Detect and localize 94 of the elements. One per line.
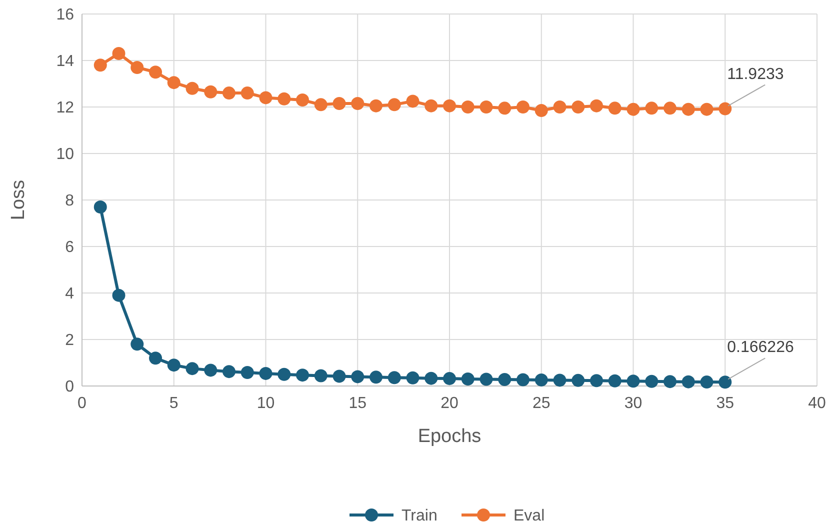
point — [186, 362, 199, 376]
point — [461, 100, 474, 114]
point — [259, 91, 272, 104]
point — [240, 86, 254, 100]
point — [149, 66, 162, 79]
point — [149, 352, 162, 365]
x-tick-label: 30 — [624, 395, 642, 412]
point — [278, 92, 291, 106]
y-tick-label: 10 — [56, 146, 74, 164]
point — [112, 288, 126, 302]
x-tick-label: 0 — [78, 395, 87, 412]
x-tick-label: 5 — [169, 395, 178, 412]
point — [167, 358, 180, 372]
point — [534, 104, 548, 117]
point — [424, 372, 438, 385]
point — [516, 100, 530, 114]
point — [443, 99, 456, 112]
point — [626, 374, 640, 388]
legend-label: Eval — [514, 508, 545, 525]
point — [700, 376, 714, 389]
x-tick-label: 10 — [256, 395, 275, 412]
point — [370, 99, 382, 112]
point — [553, 374, 566, 387]
point — [204, 85, 218, 98]
point — [222, 86, 236, 100]
point — [314, 369, 328, 382]
point — [645, 374, 658, 388]
point — [682, 375, 695, 388]
point — [516, 373, 530, 386]
point — [572, 374, 585, 387]
point — [700, 102, 714, 116]
point — [259, 366, 272, 380]
point — [498, 102, 512, 115]
point — [572, 100, 585, 114]
point — [94, 58, 107, 72]
y-tick-label: 4 — [65, 286, 74, 303]
point — [498, 372, 512, 386]
data-label: 0.166226 — [727, 339, 794, 356]
point — [332, 97, 346, 110]
x-tick-label: 35 — [716, 395, 734, 412]
point — [480, 372, 493, 386]
point — [461, 372, 474, 386]
point — [167, 76, 180, 90]
point — [388, 371, 401, 384]
point — [351, 370, 364, 384]
y-tick-label: 12 — [56, 100, 74, 117]
point — [94, 200, 107, 214]
y-tick-label: 16 — [56, 6, 74, 24]
point — [370, 370, 382, 384]
point — [608, 102, 622, 115]
point — [645, 102, 658, 115]
y-tick-label: 6 — [65, 239, 74, 256]
point — [424, 99, 438, 112]
point — [130, 338, 144, 351]
y-tick-label: 0 — [65, 378, 74, 396]
point — [590, 374, 603, 388]
point — [240, 366, 254, 380]
x-tick-label: 15 — [348, 395, 367, 412]
point — [388, 98, 401, 112]
y-tick-label: 14 — [56, 53, 74, 70]
point — [553, 100, 566, 114]
point — [534, 373, 548, 386]
point — [718, 376, 732, 389]
point — [278, 368, 291, 381]
point — [112, 47, 126, 60]
point — [664, 102, 676, 115]
point — [406, 94, 420, 108]
x-tick-label: 25 — [532, 395, 550, 412]
y-axis-title: Loss — [8, 180, 29, 220]
point — [664, 375, 676, 388]
point — [186, 82, 199, 95]
point — [718, 102, 732, 116]
y-tick-label: 2 — [65, 332, 74, 350]
point — [443, 372, 456, 386]
point — [406, 371, 420, 384]
data-label: 11.9233 — [727, 66, 784, 83]
point — [296, 368, 309, 382]
point — [314, 98, 328, 112]
point — [590, 99, 603, 112]
point — [626, 102, 640, 116]
point — [204, 364, 218, 377]
point — [480, 100, 493, 114]
point — [222, 365, 236, 378]
legend-label: Train — [402, 508, 438, 525]
point — [296, 94, 309, 107]
x-tick-label: 40 — [808, 395, 826, 412]
point — [608, 374, 622, 388]
point — [351, 97, 364, 110]
x-tick-label: 20 — [440, 395, 458, 412]
x-axis-title: Epochs — [418, 426, 482, 447]
y-tick-label: 8 — [65, 192, 74, 210]
point — [130, 60, 144, 74]
point — [682, 102, 695, 116]
point — [332, 370, 346, 383]
